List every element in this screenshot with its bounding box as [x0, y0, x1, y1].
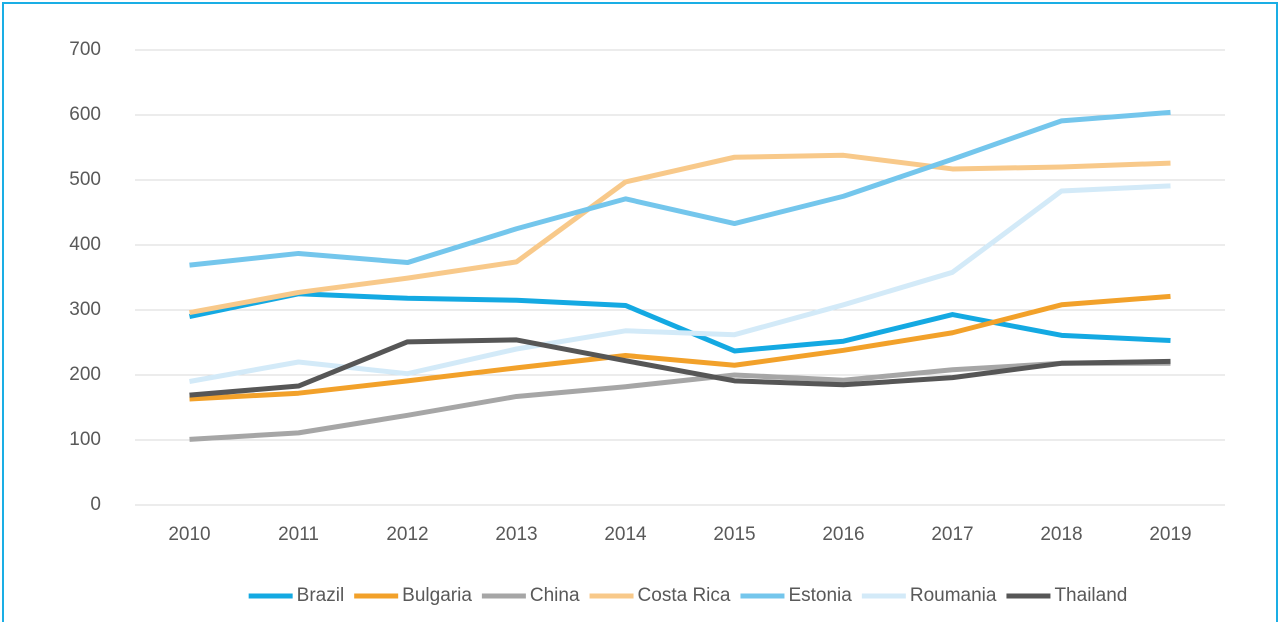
series-line: [189, 293, 1171, 402]
y-tick-label: 600: [69, 104, 101, 125]
x-tick-label: 2019: [1149, 524, 1191, 545]
y-tick-label: 100: [69, 429, 101, 450]
series-line: [188, 291, 1171, 354]
y-tick-label: 300: [69, 299, 101, 320]
x-tick-label: 2018: [1040, 524, 1082, 545]
x-tick-label: 2010: [168, 524, 210, 545]
legend-label: Costa Rica: [638, 585, 731, 606]
x-tick-label: 2015: [713, 524, 755, 545]
legend-label: Bulgaria: [402, 585, 472, 606]
x-tick-label: 2012: [386, 524, 428, 545]
legend-label: Estonia: [788, 585, 852, 606]
x-tick-label: 2014: [604, 524, 647, 545]
y-tick-label: 500: [69, 169, 101, 190]
legend-label: Thailand: [1054, 585, 1127, 606]
series-line: [189, 183, 1171, 384]
series-line: [189, 152, 1171, 316]
x-tick-label: 2011: [278, 524, 319, 545]
x-tick-label: 2016: [822, 524, 864, 545]
y-tick-label: 700: [69, 39, 101, 60]
legend-label: China: [530, 585, 580, 606]
legend-label: Brazil: [297, 585, 345, 606]
x-tick-label: 2013: [495, 524, 537, 545]
x-tick-label: 2017: [931, 524, 973, 545]
series-line: [189, 337, 1171, 398]
y-tick-label: 0: [90, 494, 101, 515]
y-tick-label: 200: [69, 364, 101, 385]
series-line: [189, 360, 1171, 442]
y-tick-label: 400: [69, 234, 101, 255]
legend-label: Roumania: [910, 585, 997, 606]
series-line: [189, 109, 1171, 268]
